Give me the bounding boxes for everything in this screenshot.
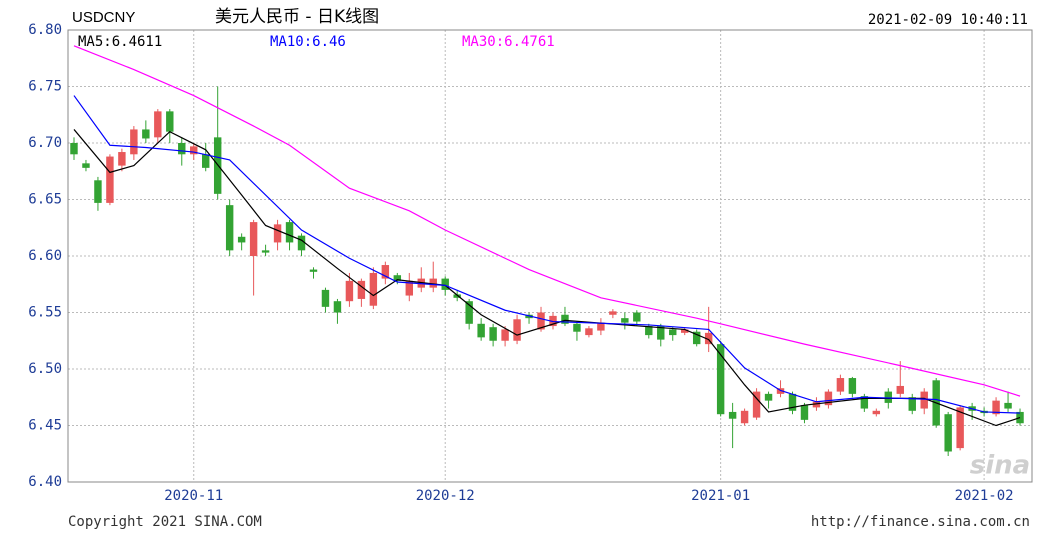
candle-body bbox=[609, 311, 617, 315]
ma-line bbox=[73, 95, 1021, 414]
candle-body bbox=[237, 236, 246, 243]
candle-body bbox=[249, 222, 258, 256]
candle-body bbox=[597, 322, 605, 331]
candle-body bbox=[752, 391, 761, 418]
candle-body bbox=[848, 378, 857, 394]
candle-body bbox=[465, 301, 473, 324]
candle-body bbox=[369, 272, 378, 306]
y-tick-label: 6.80 bbox=[28, 22, 62, 38]
candle-body bbox=[704, 332, 713, 345]
candle-body bbox=[716, 344, 725, 415]
candle-body bbox=[860, 396, 869, 409]
x-tick-label: 2020-11 bbox=[164, 488, 223, 504]
candle-body bbox=[585, 328, 593, 336]
candle-body bbox=[561, 314, 569, 324]
plot-border bbox=[67, 29, 1033, 483]
candle-body bbox=[154, 111, 162, 138]
candle-body bbox=[645, 326, 653, 336]
candle-body bbox=[944, 414, 952, 452]
candle-body bbox=[297, 235, 306, 251]
candle-body bbox=[657, 326, 665, 340]
timestamp: 2021-02-09 10:40:11 bbox=[868, 12, 1028, 28]
y-tick-label: 6.65 bbox=[28, 192, 62, 208]
watermark: sina bbox=[970, 451, 1030, 481]
candle-body bbox=[202, 154, 210, 168]
candle-body bbox=[393, 275, 402, 281]
candle-body bbox=[884, 391, 893, 403]
candle-body bbox=[130, 129, 138, 155]
candle-body bbox=[321, 289, 330, 307]
candle-body bbox=[788, 393, 797, 411]
candle-body bbox=[1004, 402, 1012, 409]
candle-body bbox=[178, 143, 186, 155]
candle-body bbox=[381, 265, 390, 279]
y-tick-label: 6.75 bbox=[28, 79, 62, 95]
source-url: http://finance.sina.com.cn bbox=[811, 514, 1030, 530]
candle-body bbox=[190, 146, 198, 155]
candle-body bbox=[669, 329, 677, 336]
legend-entry: MA10:6.46 bbox=[270, 34, 346, 50]
candle-body bbox=[956, 407, 964, 449]
y-tick-label: 6.40 bbox=[28, 474, 62, 490]
candle-body bbox=[82, 163, 90, 168]
ma-line bbox=[73, 129, 1021, 427]
candle-body bbox=[333, 301, 342, 313]
candle-body bbox=[740, 410, 749, 424]
candle-body bbox=[118, 152, 126, 166]
candle-body bbox=[824, 391, 833, 406]
candle-body bbox=[501, 329, 509, 341]
candle-body bbox=[357, 280, 366, 299]
copyright: Copyright 2021 SINA.COM bbox=[68, 514, 262, 530]
candle-body bbox=[872, 410, 881, 415]
candle-body bbox=[309, 269, 318, 272]
candle-body bbox=[896, 385, 904, 394]
candle-body bbox=[800, 405, 809, 420]
candle-body bbox=[285, 222, 294, 243]
legend-entry: MA30:6.4761 bbox=[462, 34, 555, 50]
candle-body bbox=[106, 156, 114, 203]
candle-body bbox=[764, 393, 773, 401]
y-tick-label: 6.70 bbox=[28, 135, 62, 151]
candle-body bbox=[812, 401, 821, 408]
candle-body bbox=[166, 111, 174, 132]
x-tick-label: 2021-01 bbox=[691, 488, 750, 504]
symbol: USDCNY bbox=[72, 9, 135, 26]
y-tick-label: 6.60 bbox=[28, 248, 62, 264]
ma-line bbox=[73, 45, 1021, 397]
candle-body bbox=[142, 129, 150, 139]
candle-body bbox=[405, 280, 414, 296]
y-tick-label: 6.55 bbox=[28, 305, 62, 321]
candle-body bbox=[537, 312, 545, 330]
candle-body bbox=[573, 323, 581, 332]
candle-body bbox=[273, 224, 282, 243]
candle-body bbox=[621, 318, 629, 323]
y-tick-label: 6.45 bbox=[28, 418, 62, 434]
x-tick-label: 2020-12 bbox=[416, 488, 475, 504]
x-tick-label: 2021-02 bbox=[955, 488, 1014, 504]
chart-title: 美元人民币 - 日K线图 bbox=[215, 7, 379, 27]
candle-body bbox=[225, 205, 234, 251]
candle-body bbox=[453, 294, 461, 298]
candle-body bbox=[633, 312, 641, 322]
candle-body bbox=[513, 319, 521, 341]
candle-body bbox=[992, 400, 1000, 415]
candle-body bbox=[836, 378, 845, 392]
candle-body bbox=[692, 331, 701, 345]
candle-body bbox=[489, 327, 497, 341]
candle-body bbox=[345, 280, 354, 302]
candle-body bbox=[681, 329, 689, 333]
candle-body bbox=[1016, 411, 1024, 424]
candle-body bbox=[441, 278, 449, 290]
candle-body bbox=[920, 391, 928, 409]
candle-body bbox=[908, 397, 916, 411]
candle-body bbox=[477, 323, 485, 338]
candle-body bbox=[70, 143, 78, 155]
candle-body bbox=[261, 250, 270, 253]
y-tick-label: 6.50 bbox=[28, 361, 62, 377]
candle-body bbox=[728, 411, 737, 419]
legend-entry: MA5:6.4611 bbox=[78, 34, 162, 50]
candle-body bbox=[429, 278, 437, 288]
candle-body bbox=[94, 180, 102, 203]
